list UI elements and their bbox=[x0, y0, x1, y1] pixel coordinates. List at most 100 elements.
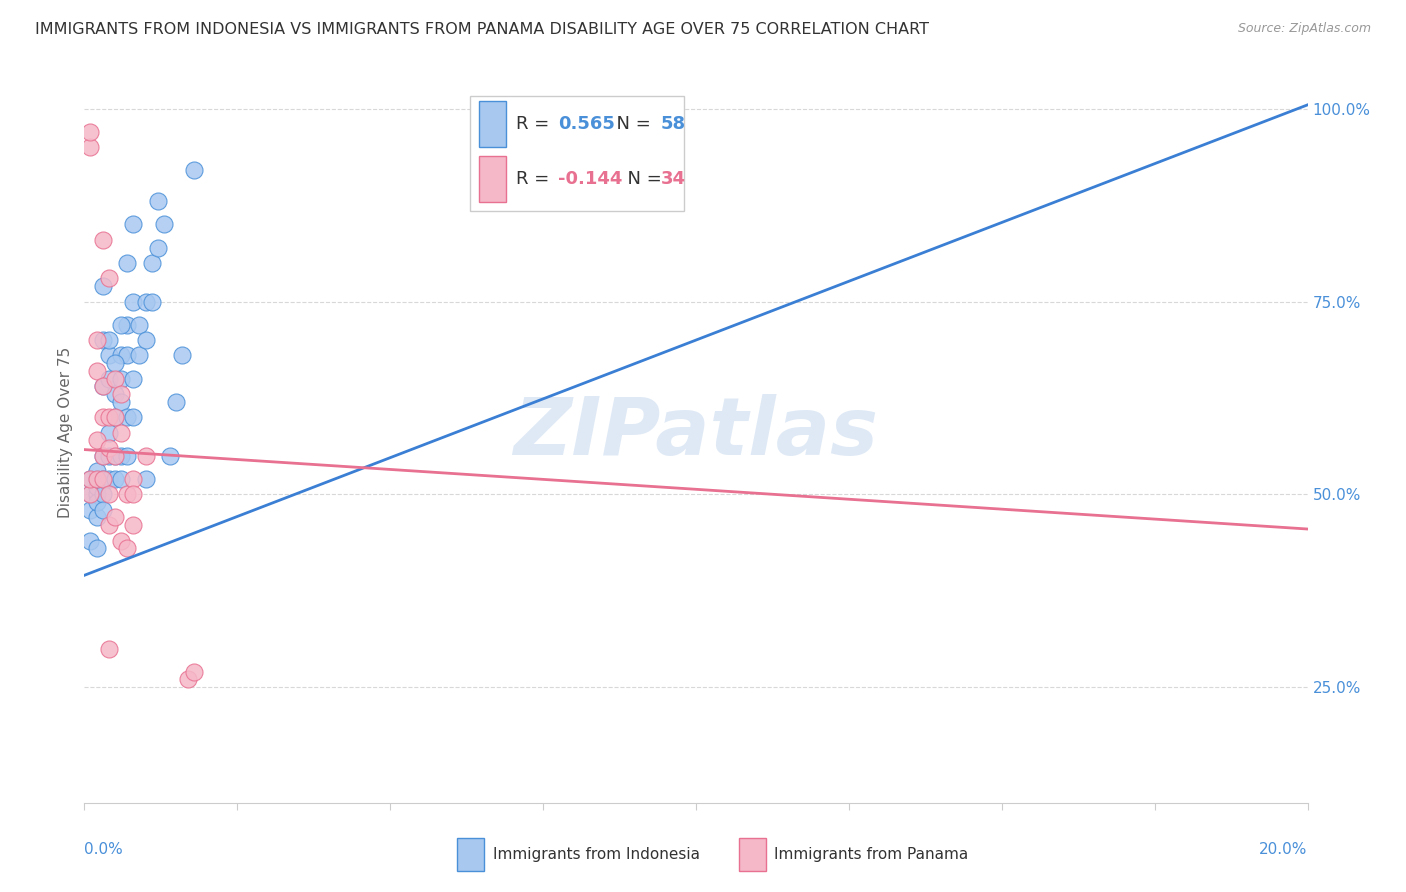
Point bbox=[79, 140, 101, 154]
Point bbox=[91, 449, 114, 463]
Point bbox=[146, 240, 169, 255]
Point bbox=[128, 318, 150, 332]
Point bbox=[115, 318, 138, 332]
Point bbox=[115, 256, 138, 270]
Text: R =: R = bbox=[516, 115, 555, 133]
Point bbox=[141, 294, 163, 309]
Point bbox=[115, 541, 138, 556]
Text: 0.0%: 0.0% bbox=[84, 842, 124, 856]
Point bbox=[172, 349, 194, 363]
Point bbox=[104, 449, 127, 463]
Point bbox=[79, 487, 101, 501]
Point bbox=[165, 394, 187, 409]
Text: 20.0%: 20.0% bbox=[1260, 842, 1308, 856]
Text: ZIPatlas: ZIPatlas bbox=[513, 393, 879, 472]
Point bbox=[86, 487, 108, 501]
Point bbox=[104, 410, 127, 425]
Point bbox=[115, 487, 138, 501]
Text: N =: N = bbox=[606, 115, 657, 133]
Text: -0.144: -0.144 bbox=[558, 169, 621, 187]
Text: Immigrants from Indonesia: Immigrants from Indonesia bbox=[494, 847, 700, 863]
Point bbox=[91, 379, 114, 393]
Point bbox=[86, 510, 108, 524]
Point bbox=[104, 356, 127, 370]
Point bbox=[135, 449, 157, 463]
Point bbox=[91, 472, 114, 486]
Point bbox=[91, 487, 114, 501]
Point bbox=[86, 541, 108, 556]
Point bbox=[146, 194, 169, 209]
Point bbox=[86, 472, 108, 486]
Point bbox=[86, 480, 108, 494]
Point bbox=[97, 349, 120, 363]
Point bbox=[122, 371, 145, 385]
Point bbox=[86, 472, 108, 486]
FancyBboxPatch shape bbox=[738, 838, 766, 871]
Point bbox=[135, 333, 157, 347]
Point bbox=[122, 218, 145, 232]
Point bbox=[104, 371, 127, 385]
Point bbox=[135, 472, 157, 486]
Point bbox=[79, 502, 101, 516]
Point bbox=[177, 673, 200, 687]
Point bbox=[110, 349, 132, 363]
Point bbox=[79, 472, 101, 486]
Point bbox=[79, 533, 101, 548]
Point bbox=[91, 449, 114, 463]
Point bbox=[91, 333, 114, 347]
Point bbox=[97, 641, 120, 656]
Text: R =: R = bbox=[516, 169, 555, 187]
Point bbox=[91, 233, 114, 247]
Point bbox=[128, 349, 150, 363]
Point bbox=[97, 410, 120, 425]
Point bbox=[110, 472, 132, 486]
Point bbox=[110, 449, 132, 463]
Point bbox=[86, 464, 108, 478]
Point bbox=[97, 518, 120, 533]
Point bbox=[122, 294, 145, 309]
Point bbox=[97, 371, 120, 385]
FancyBboxPatch shape bbox=[470, 95, 683, 211]
Point bbox=[86, 495, 108, 509]
Point bbox=[79, 125, 101, 139]
Point bbox=[91, 279, 114, 293]
Text: 0.565: 0.565 bbox=[558, 115, 614, 133]
Point bbox=[91, 410, 114, 425]
Point bbox=[104, 449, 127, 463]
Text: Source: ZipAtlas.com: Source: ZipAtlas.com bbox=[1237, 22, 1371, 36]
Point bbox=[91, 472, 114, 486]
Point bbox=[110, 387, 132, 401]
Point bbox=[97, 441, 120, 455]
Point bbox=[97, 425, 120, 440]
Point bbox=[86, 364, 108, 378]
Point bbox=[97, 271, 120, 285]
Point bbox=[97, 472, 120, 486]
Point bbox=[110, 318, 132, 332]
FancyBboxPatch shape bbox=[457, 838, 484, 871]
Point bbox=[97, 333, 120, 347]
Point bbox=[122, 487, 145, 501]
Point bbox=[122, 410, 145, 425]
Point bbox=[135, 294, 157, 309]
Point bbox=[97, 487, 120, 501]
Point bbox=[104, 472, 127, 486]
Point bbox=[104, 410, 127, 425]
Text: IMMIGRANTS FROM INDONESIA VS IMMIGRANTS FROM PANAMA DISABILITY AGE OVER 75 CORRE: IMMIGRANTS FROM INDONESIA VS IMMIGRANTS … bbox=[35, 22, 929, 37]
Point bbox=[159, 449, 181, 463]
Point bbox=[86, 333, 108, 347]
Point bbox=[86, 434, 108, 448]
Point bbox=[141, 256, 163, 270]
Text: Immigrants from Panama: Immigrants from Panama bbox=[775, 847, 969, 863]
Point bbox=[115, 449, 138, 463]
FancyBboxPatch shape bbox=[479, 101, 506, 147]
Point bbox=[115, 410, 138, 425]
Point bbox=[91, 379, 114, 393]
Point bbox=[91, 502, 114, 516]
Point bbox=[79, 487, 101, 501]
FancyBboxPatch shape bbox=[479, 156, 506, 202]
Point bbox=[110, 533, 132, 548]
Point bbox=[183, 163, 205, 178]
Point bbox=[97, 449, 120, 463]
Point bbox=[122, 472, 145, 486]
Point bbox=[110, 371, 132, 385]
